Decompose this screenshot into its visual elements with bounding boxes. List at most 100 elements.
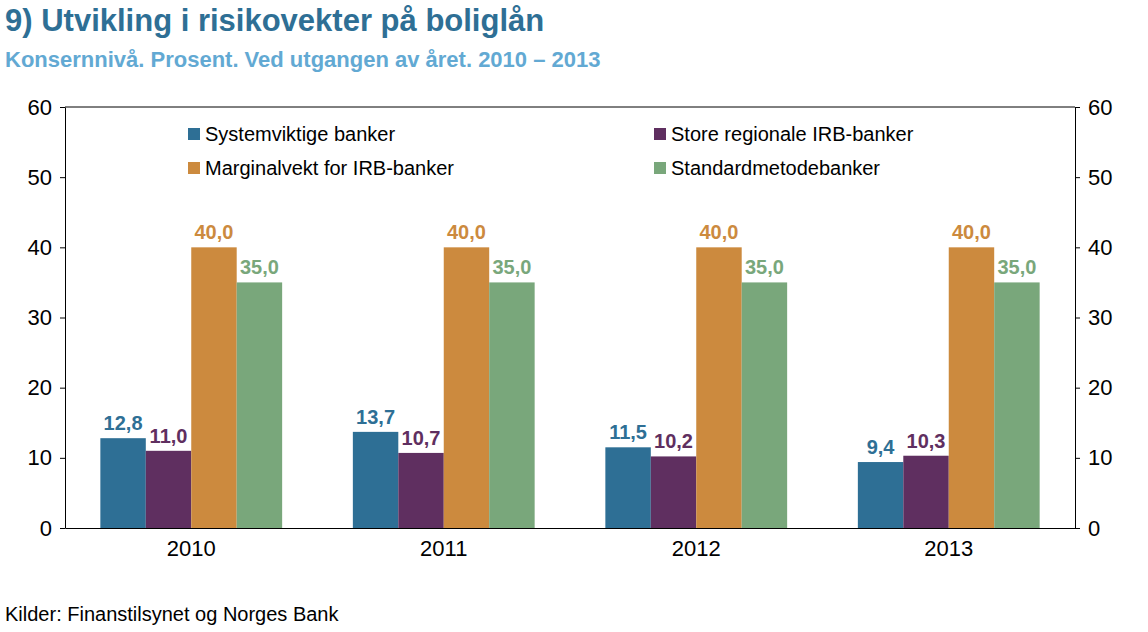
data-label: 10,3 (907, 430, 946, 452)
data-label: 35,0 (997, 256, 1036, 278)
data-label: 35,0 (240, 256, 279, 278)
legend-label: Systemviktige banker (205, 123, 395, 145)
data-label: 12,8 (104, 412, 143, 434)
legend-item: Store regionale IRB-banker (654, 123, 914, 145)
bar (100, 438, 145, 528)
data-label: 40,0 (195, 221, 234, 243)
bar (903, 456, 948, 528)
tick-mark (1075, 318, 1080, 319)
legend-item: Marginalvekt for IRB-banker (188, 157, 454, 179)
bar (994, 282, 1039, 528)
bar (489, 282, 534, 528)
data-label: 40,0 (700, 221, 739, 243)
tick-mark (60, 458, 65, 459)
tick-label: 50 (1088, 165, 1112, 190)
tick: 50 (1075, 165, 1112, 190)
legend-label: Store regionale IRB-banker (671, 123, 914, 145)
data-label: 11,5 (609, 421, 647, 443)
tick-mark (1075, 107, 1080, 108)
bars (100, 247, 1039, 528)
tick: 20 (1075, 375, 1112, 400)
tick: 60 (28, 95, 65, 120)
tick: 0 (40, 516, 65, 541)
tick-label: 60 (28, 95, 52, 120)
axis-line (66, 528, 1076, 529)
data-label: 35,0 (745, 256, 784, 278)
data-label: 35,0 (492, 256, 531, 278)
tick-label: 50 (28, 165, 52, 190)
data-label: 9,4 (867, 436, 896, 458)
legend-swatch (188, 162, 200, 174)
tick-mark (60, 388, 65, 389)
bar (651, 456, 696, 528)
tick-mark (60, 107, 65, 108)
y-axis-right: 0 10 20 30 40 50 60 (1075, 95, 1112, 541)
tick: 10 (28, 445, 65, 470)
tick: 2013 (924, 528, 973, 561)
tick-label: 10 (1088, 445, 1112, 470)
tick-mark (1075, 528, 1080, 529)
tick-label: 30 (28, 305, 52, 330)
data-labels: 12,8 13,7 11,5 9,4 11,0 10,7 10,2 10,3 40,0 40,0 4… (104, 221, 1037, 458)
chart: 9) Utvikling i risikovekter på boliglån K… (0, 0, 1148, 632)
tick-mark (60, 318, 65, 319)
tick: 10 (1075, 445, 1112, 470)
tick: 2012 (672, 528, 721, 561)
title: 9) Utvikling i risikovekter på boliglån (5, 3, 544, 38)
tick: 2011 (420, 528, 467, 561)
legend: Systemviktige banker Store regionale IRB-… (188, 123, 914, 179)
data-label: 10,2 (654, 430, 693, 452)
tick-label: 60 (1088, 95, 1112, 120)
bar (237, 282, 282, 528)
tick: 30 (28, 305, 65, 330)
tick: 30 (1075, 305, 1112, 330)
tick-label: 20 (1088, 375, 1112, 400)
bar (444, 247, 489, 528)
data-label: 40,0 (447, 221, 486, 243)
tick-mark (1075, 458, 1080, 459)
tick: 40 (1075, 235, 1112, 260)
tick-label: 2013 (924, 536, 973, 561)
legend-item: Standardmetodebanker (654, 157, 880, 179)
legend-swatch (188, 128, 200, 140)
bar (146, 451, 191, 528)
bar (696, 247, 741, 528)
tick: 20 (28, 375, 65, 400)
legend-item: Systemviktige banker (188, 123, 395, 145)
legend-swatch (654, 128, 666, 140)
tick-mark (60, 247, 65, 248)
tick: 50 (28, 165, 65, 190)
tick-label: 40 (1088, 235, 1112, 260)
tick: 0 (1075, 516, 1100, 541)
tick-label: 40 (28, 235, 52, 260)
tick-label: 10 (28, 445, 52, 470)
bar (949, 247, 994, 528)
bar (191, 247, 236, 528)
tick-label: 20 (28, 375, 52, 400)
bar (398, 453, 443, 528)
data-label: 11,0 (150, 425, 188, 447)
bar (353, 432, 398, 528)
tick-label: 2010 (167, 536, 216, 561)
y-axis: 0 10 20 30 40 50 60 (28, 95, 66, 541)
tick-label: 0 (40, 516, 52, 541)
tick-mark (1075, 177, 1080, 178)
x-axis: 2010 2011 2012 2013 (66, 528, 1076, 561)
legend-label: Standardmetodebanker (671, 157, 880, 179)
bar (605, 447, 650, 528)
tick-mark (60, 177, 65, 178)
tick-label: 2011 (420, 536, 467, 561)
legend-label: Marginalvekt for IRB-banker (205, 157, 454, 179)
data-label: 40,0 (952, 221, 991, 243)
source: Kilder: Finanstilsynet og Norges Bank (5, 603, 339, 625)
tick: 40 (28, 235, 65, 260)
data-label: 10,7 (402, 427, 441, 449)
tick-mark (60, 528, 65, 529)
tick: 2010 (167, 528, 216, 561)
axis-line (65, 108, 66, 529)
bar (858, 462, 903, 528)
legend-swatch (654, 162, 666, 174)
data-label: 13,7 (356, 406, 395, 428)
tick-mark (1075, 247, 1080, 248)
plot-frame (65, 107, 1075, 108)
